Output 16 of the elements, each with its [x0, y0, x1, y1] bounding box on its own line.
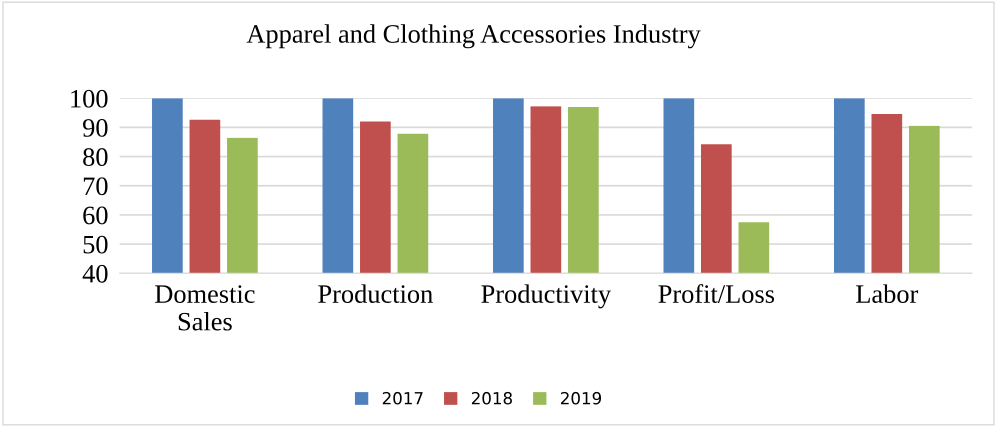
y-tick-label: 90 — [82, 118, 108, 137]
legend-label: 2019 — [560, 392, 602, 404]
legend-label: 2017 — [382, 392, 423, 404]
x-tick-label: Productivity — [481, 284, 611, 308]
x-tick-label: Profit/Loss — [658, 284, 774, 303]
chart-title: Apparel and Clothing Accessories Industry — [246, 24, 701, 48]
x-tick-label: Production — [318, 284, 433, 303]
y-tick-label: 80 — [83, 148, 108, 166]
y-tick-label: 70 — [84, 177, 108, 196]
y-tick-label: 60 — [83, 206, 108, 224]
x-tick-label: Domestic Sales — [155, 285, 255, 331]
y-tick-label: 50 — [84, 236, 108, 254]
y-tick-label: 100 — [71, 90, 108, 108]
x-tick-label: Labor — [856, 284, 918, 303]
legend-label: 2018 — [472, 392, 512, 404]
y-tick-label: 40 — [82, 264, 108, 283]
